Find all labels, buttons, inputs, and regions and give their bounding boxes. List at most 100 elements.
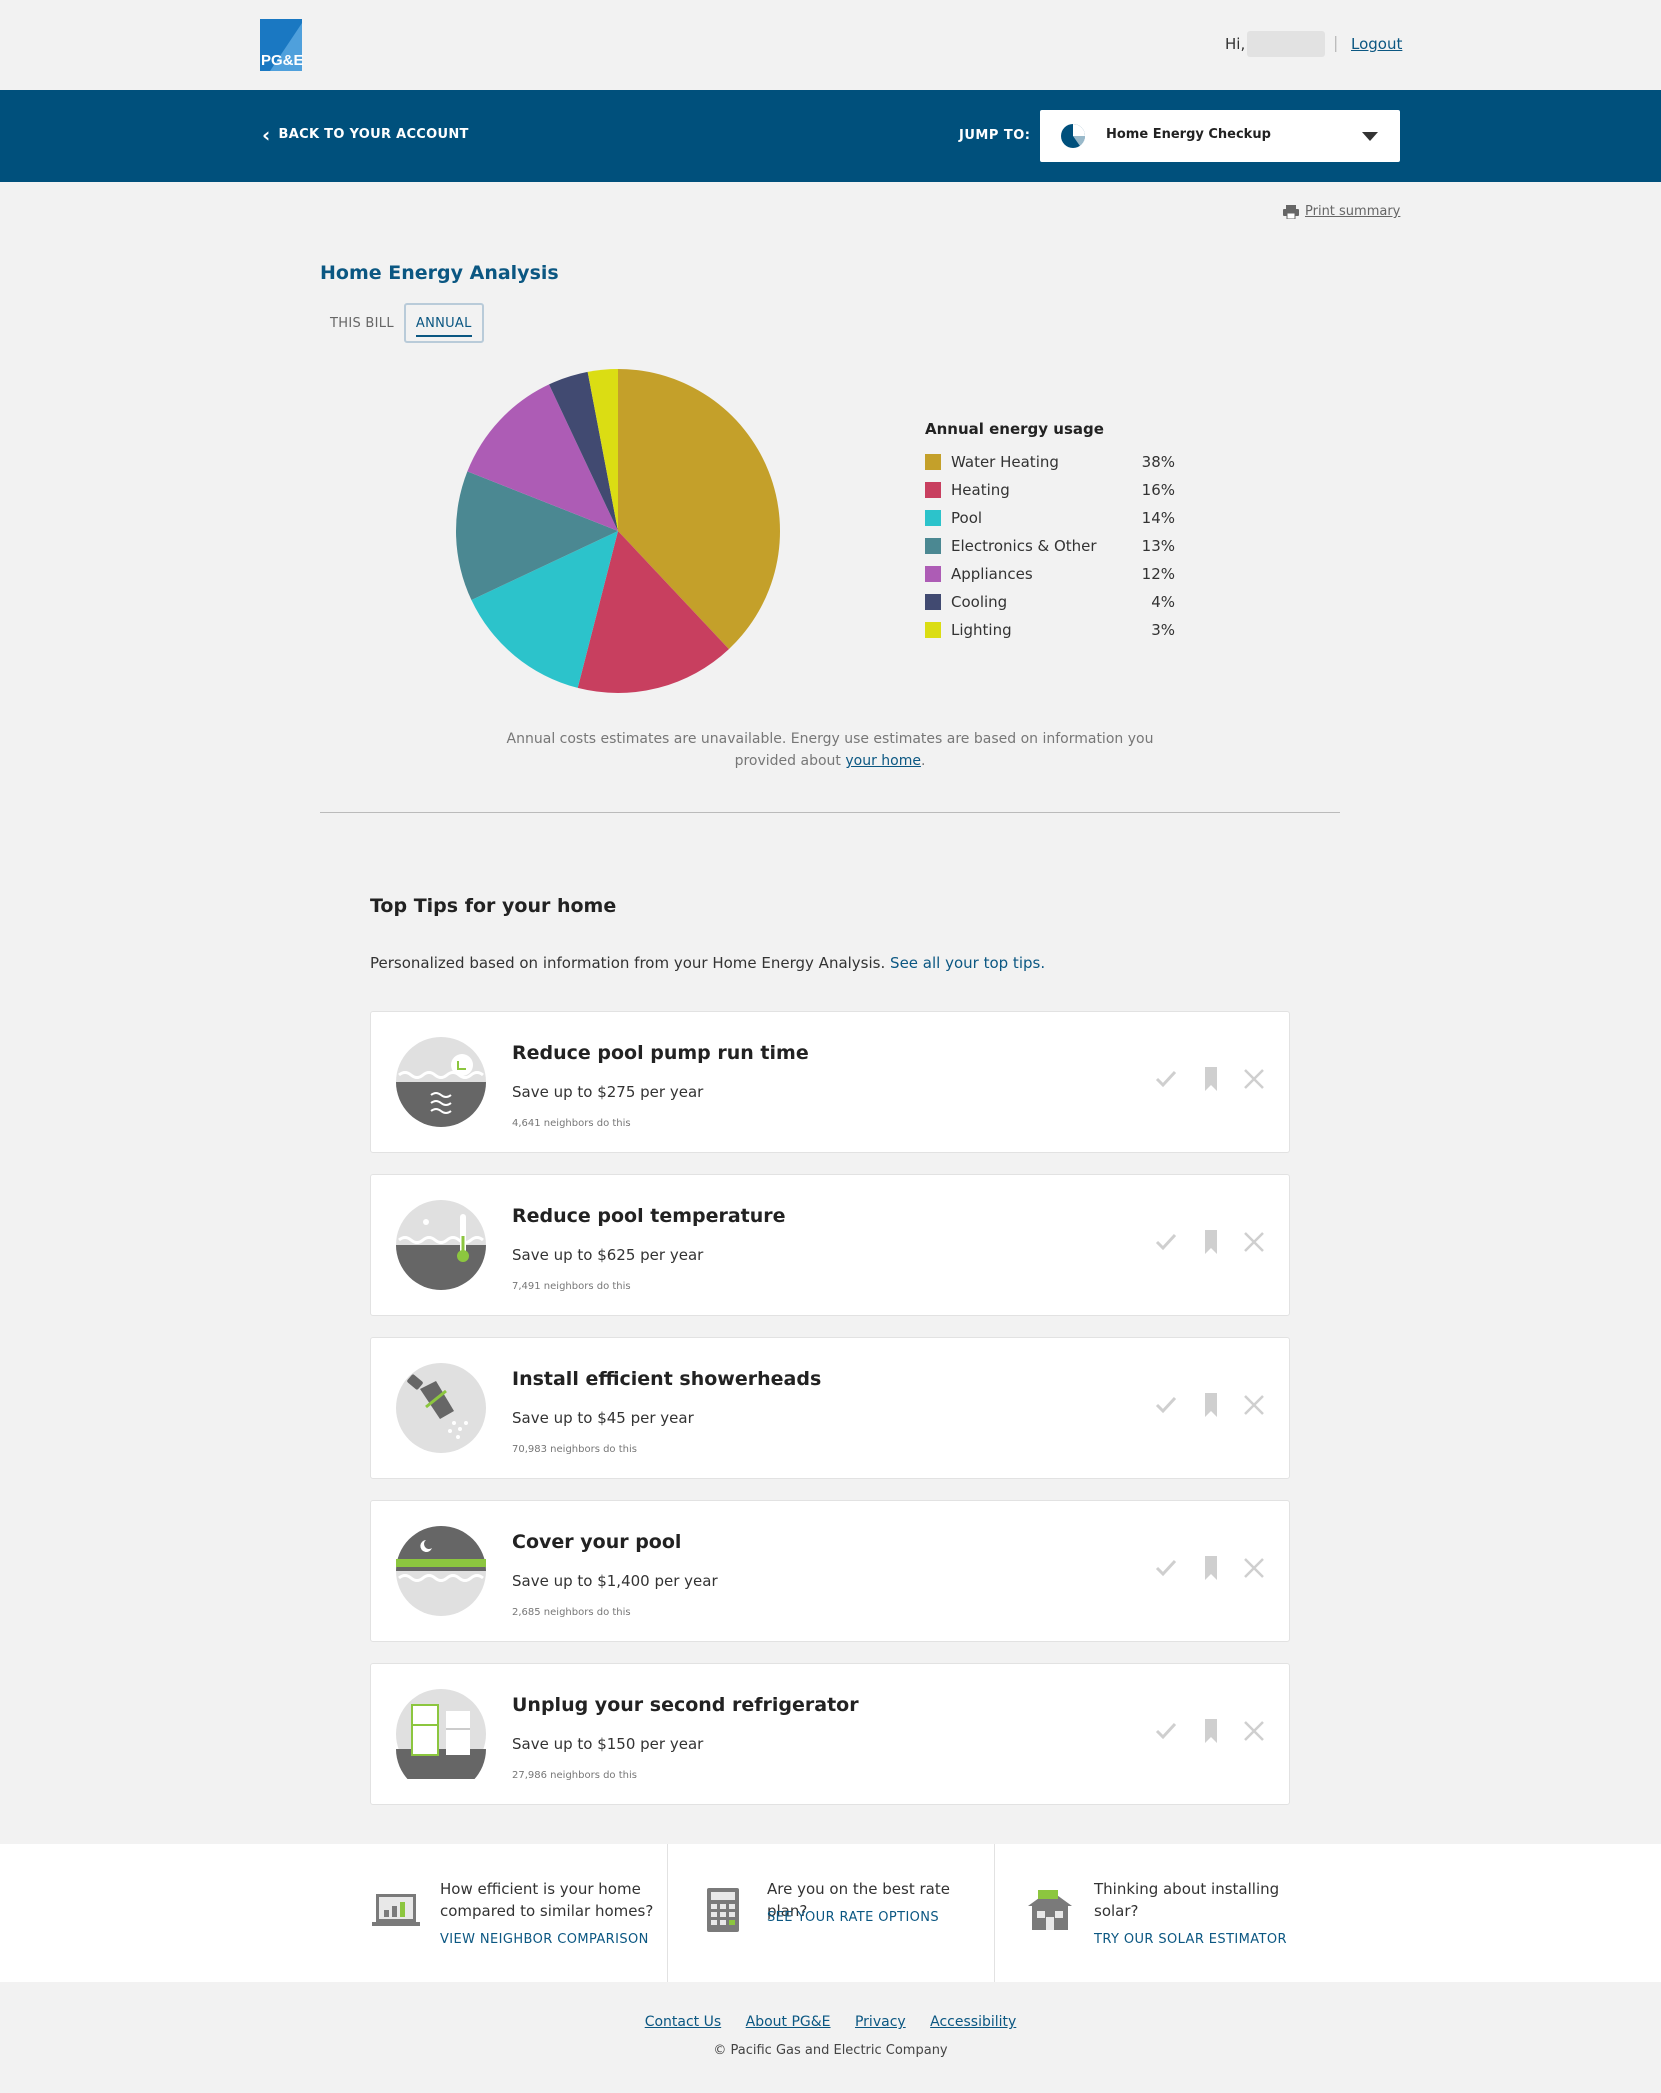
bookmark-icon[interactable] xyxy=(1196,1553,1226,1583)
jump-to-value: Home Energy Checkup xyxy=(1106,127,1271,142)
tips-subtitle: Personalized based on information from y… xyxy=(370,954,1045,972)
user-name-redacted xyxy=(1247,31,1325,57)
close-icon[interactable] xyxy=(1239,1716,1269,1746)
legend-percent: 13% xyxy=(1141,537,1175,555)
pie-slice-water-heating[interactable] xyxy=(618,369,780,650)
bookmark-icon[interactable] xyxy=(1196,1390,1226,1420)
legend-title: Annual energy usage xyxy=(925,420,1104,438)
legend-label: Electronics & Other xyxy=(951,537,1097,555)
section-divider xyxy=(320,812,1340,813)
pool-pump-icon xyxy=(396,1037,486,1127)
chevron-left-icon: ‹ xyxy=(262,122,271,147)
bookmark-icon[interactable] xyxy=(1196,1716,1226,1746)
tip-savings: Save up to $1,400 per year xyxy=(512,1572,718,1590)
note-text: Annual costs estimates are unavailable. … xyxy=(506,731,1154,769)
tip-card[interactable]: Reduce pool pump run time Save up to $27… xyxy=(370,1011,1290,1153)
legend-row: Electronics & Other 13% xyxy=(925,532,1175,560)
your-home-link[interactable]: your home xyxy=(845,753,921,769)
tip-actions xyxy=(1151,1390,1264,1420)
tip-title: Reduce pool temperature xyxy=(512,1205,786,1227)
tip-savings: Save up to $275 per year xyxy=(512,1083,704,1101)
tips-title: Top Tips for your home xyxy=(370,895,617,917)
pie-slice-cooling[interactable] xyxy=(549,371,618,531)
promo-question: How efficient is your home compared to s… xyxy=(440,1880,654,1920)
tip-title: Cover your pool xyxy=(512,1531,682,1553)
energy-pie-chart xyxy=(456,369,780,693)
tab-this-bill-label: THIS BILL xyxy=(330,315,394,331)
bookmark-icon[interactable] xyxy=(1196,1227,1226,1257)
tip-card[interactable]: Reduce pool temperature Save up to $625 … xyxy=(370,1174,1290,1316)
tip-actions xyxy=(1151,1064,1264,1094)
laptop-chart-icon xyxy=(372,1894,420,1926)
tip-card[interactable]: Install efficient showerheads Save up to… xyxy=(370,1337,1290,1479)
legend-percent: 16% xyxy=(1141,481,1175,499)
analysis-tabs: THIS BILL ANNUAL xyxy=(320,303,484,343)
pie-slice-appliances[interactable] xyxy=(467,384,618,531)
print-summary-link[interactable]: Print summary xyxy=(1283,204,1400,219)
checkmark-icon[interactable] xyxy=(1151,1716,1181,1746)
promo-separator xyxy=(667,1844,668,1982)
promo-question: Are you on the best rate plan? xyxy=(767,1880,950,1920)
tab-annual-label: ANNUAL xyxy=(415,310,472,337)
legend-swatch xyxy=(925,538,941,554)
pie-slice-pool[interactable] xyxy=(471,531,618,688)
footer-link-privacy[interactable]: Privacy xyxy=(854,2014,906,2030)
calculator-icon xyxy=(707,1888,739,1932)
jump-to-select[interactable]: Home Energy Checkup xyxy=(1040,110,1400,162)
copyright: © Pacific Gas and Electric Company xyxy=(713,2043,948,2058)
legend-swatch xyxy=(925,510,941,526)
promo-rate-plan: Are you on the best rate plan? SEE YOUR … xyxy=(667,1844,993,1982)
see-all-tips-link[interactable]: See all your top tips. xyxy=(890,954,1046,972)
tip-card[interactable]: Cover your pool Save up to $1,400 per ye… xyxy=(370,1500,1290,1642)
try-solar-estimator-link[interactable]: TRY OUR SOLAR ESTIMATOR xyxy=(1094,1932,1287,1947)
print-summary-label: Print summary xyxy=(1305,204,1401,219)
tip-title: Unplug your second refrigerator xyxy=(512,1694,859,1716)
view-neighbor-comparison-link[interactable]: VIEW NEIGHBOR COMPARISON xyxy=(440,1932,649,1947)
legend-percent: 38% xyxy=(1141,453,1175,471)
legend-row: Heating 16% xyxy=(925,476,1175,504)
footer-links: Contact Us About PG&E Privacy Accessibil… xyxy=(0,2014,1661,2030)
tip-neighbors: 70,983 neighbors do this xyxy=(512,1444,637,1455)
pie-slice-heating[interactable] xyxy=(577,531,729,693)
close-icon[interactable] xyxy=(1239,1064,1269,1094)
promo-separator xyxy=(994,1844,995,1982)
note-end: . xyxy=(920,753,926,769)
close-icon[interactable] xyxy=(1239,1227,1269,1257)
legend-label: Cooling xyxy=(951,593,1008,611)
tip-savings: Save up to $625 per year xyxy=(512,1246,704,1264)
see-rate-options-link[interactable]: SEE YOUR RATE OPTIONS xyxy=(767,1910,940,1925)
checkmark-icon[interactable] xyxy=(1151,1227,1181,1257)
footer-link-about[interactable]: About PG&E xyxy=(745,2014,831,2030)
legend-label: Water Heating xyxy=(951,453,1059,471)
tab-annual[interactable]: ANNUAL xyxy=(403,303,484,343)
tip-savings: Save up to $45 per year xyxy=(512,1409,694,1427)
footer-link-accessibility[interactable]: Accessibility xyxy=(930,2014,1017,2030)
close-icon[interactable] xyxy=(1239,1390,1269,1420)
chevron-down-icon xyxy=(1362,132,1378,141)
pie-slice-electronics-other[interactable] xyxy=(456,471,618,600)
tab-this-bill[interactable]: THIS BILL xyxy=(320,303,404,343)
legend-swatch xyxy=(925,622,941,638)
close-icon[interactable] xyxy=(1239,1553,1269,1583)
legend-label: Heating xyxy=(951,481,1010,499)
pge-logo[interactable]: PG&E xyxy=(260,19,306,71)
tip-title: Install efficient showerheads xyxy=(512,1368,822,1390)
legend-percent: 3% xyxy=(1151,621,1175,639)
logout-link[interactable]: Logout xyxy=(1351,35,1403,53)
tip-card[interactable]: Unplug your second refrigerator Save up … xyxy=(370,1663,1290,1805)
legend-percent: 4% xyxy=(1151,593,1175,611)
greeting: Hi, xyxy=(1225,35,1246,53)
footer-link-contact[interactable]: Contact Us xyxy=(644,2014,722,2030)
legend-swatch xyxy=(925,594,941,610)
bookmark-icon[interactable] xyxy=(1196,1064,1226,1094)
back-to-account-link[interactable]: ‹ BACK TO YOUR ACCOUNT xyxy=(262,122,469,147)
pie-slice-lighting[interactable] xyxy=(587,369,618,531)
checkmark-icon[interactable] xyxy=(1151,1064,1181,1094)
legend-row: Water Heating 38% xyxy=(925,448,1175,476)
legend-percent: 12% xyxy=(1141,565,1175,583)
showerhead-icon xyxy=(396,1363,486,1453)
checkmark-icon[interactable] xyxy=(1151,1390,1181,1420)
tip-actions xyxy=(1151,1553,1264,1583)
checkmark-icon[interactable] xyxy=(1151,1553,1181,1583)
back-label: BACK TO YOUR ACCOUNT xyxy=(278,127,469,142)
